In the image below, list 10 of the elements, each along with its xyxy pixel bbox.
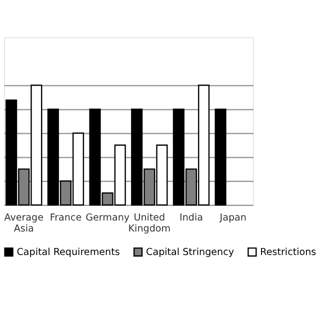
x-tick-label: United Kingdom bbox=[128, 212, 171, 235]
x-tick-label: Japan bbox=[218, 212, 246, 224]
x-tick-label: Average Asia bbox=[4, 212, 44, 235]
x-tick-label: India bbox=[180, 212, 203, 224]
bar bbox=[214, 108, 226, 206]
x-tick-label: France bbox=[50, 212, 82, 224]
legend-label: Restrictions bbox=[260, 247, 316, 258]
x-tick-label: Germany bbox=[86, 212, 130, 224]
legend-label: Capital Stringency bbox=[146, 247, 234, 258]
legend-label: Capital Requirements bbox=[16, 247, 120, 258]
